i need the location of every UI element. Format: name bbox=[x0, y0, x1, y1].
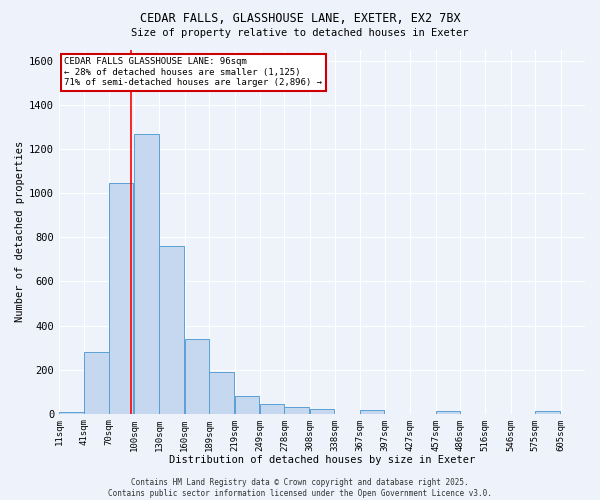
Bar bbox=[209, 372, 234, 414]
X-axis label: Distribution of detached houses by size in Exeter: Distribution of detached houses by size … bbox=[169, 455, 475, 465]
Bar bbox=[260, 404, 284, 413]
Bar bbox=[436, 411, 460, 414]
Bar bbox=[284, 406, 309, 414]
Bar bbox=[535, 411, 560, 414]
Text: CEDAR FALLS, GLASSHOUSE LANE, EXETER, EX2 7BX: CEDAR FALLS, GLASSHOUSE LANE, EXETER, EX… bbox=[140, 12, 460, 26]
Bar bbox=[235, 396, 259, 413]
Bar bbox=[109, 184, 133, 414]
Text: Size of property relative to detached houses in Exeter: Size of property relative to detached ho… bbox=[131, 28, 469, 38]
Bar bbox=[359, 410, 384, 414]
Text: Contains HM Land Registry data © Crown copyright and database right 2025.
Contai: Contains HM Land Registry data © Crown c… bbox=[108, 478, 492, 498]
Bar bbox=[59, 412, 83, 414]
Bar bbox=[85, 352, 109, 414]
Text: CEDAR FALLS GLASSHOUSE LANE: 96sqm
← 28% of detached houses are smaller (1,125)
: CEDAR FALLS GLASSHOUSE LANE: 96sqm ← 28%… bbox=[64, 58, 322, 87]
Y-axis label: Number of detached properties: Number of detached properties bbox=[15, 141, 25, 322]
Bar bbox=[185, 339, 209, 413]
Bar bbox=[160, 246, 184, 414]
Bar bbox=[134, 134, 158, 413]
Bar bbox=[310, 409, 334, 414]
